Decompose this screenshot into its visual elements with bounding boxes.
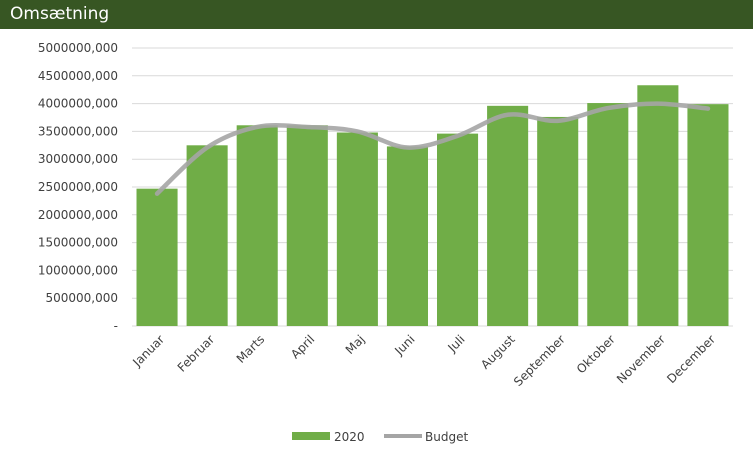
bar-august <box>487 105 529 326</box>
y-tick-label: 2500000,000 <box>38 180 118 194</box>
legend-label-2020: 2020 <box>334 430 365 444</box>
bar-juli <box>437 133 479 326</box>
x-tick-label: December <box>664 332 718 386</box>
bar-december <box>687 104 729 326</box>
bar-oktober <box>587 103 629 326</box>
x-tick-label: Februar <box>175 332 218 375</box>
y-tick-label: 2000000,000 <box>38 208 118 222</box>
y-tick-label: - <box>114 319 118 333</box>
y-tick-label: 4000000,000 <box>38 97 118 111</box>
bar-juni <box>386 146 428 326</box>
bar-september <box>537 116 579 326</box>
x-tick-label: Marts <box>234 332 268 366</box>
legend: 2020 Budget <box>292 430 468 444</box>
bar-april <box>286 125 328 326</box>
x-tick-label: Juni <box>391 332 417 358</box>
bar-series <box>136 85 729 326</box>
x-tick-label: Maj <box>343 332 368 357</box>
bar-januar <box>136 188 178 326</box>
bar-marts <box>236 125 278 326</box>
x-axis-ticks: Januar Februar Marts April Maj Juni Juli August… <box>129 332 718 389</box>
y-tick-label: 3500000,000 <box>38 124 118 138</box>
legend-label-budget: Budget <box>425 430 468 444</box>
legend-swatch-2020 <box>292 432 330 440</box>
y-tick-label: 500000,000 <box>45 291 118 305</box>
x-tick-label: September <box>511 332 568 389</box>
y-tick-label: 5000000,000 <box>38 41 118 55</box>
budget-line <box>154 101 711 196</box>
y-tick-label: 4500000,000 <box>38 69 118 83</box>
y-axis-ticks: - 500000,000 1000000,000 1500000,000 2000000… <box>38 41 118 333</box>
x-tick-label: April <box>288 332 317 361</box>
x-tick-label: Juli <box>444 332 467 355</box>
x-tick-label: Januar <box>129 332 167 370</box>
bar-februar <box>186 145 228 326</box>
y-tick-label: 1000000,000 <box>38 263 118 277</box>
line-series <box>154 101 711 196</box>
x-tick-label: Oktober <box>574 332 618 376</box>
bar-maj <box>336 132 378 326</box>
y-tick-label: 3000000,000 <box>38 152 118 166</box>
chart-title: Omsætning <box>0 0 753 29</box>
x-tick-label: August <box>478 332 518 372</box>
y-tick-label: 1500000,000 <box>38 236 118 250</box>
bar-november <box>637 85 679 326</box>
x-tick-label: November <box>614 332 668 386</box>
